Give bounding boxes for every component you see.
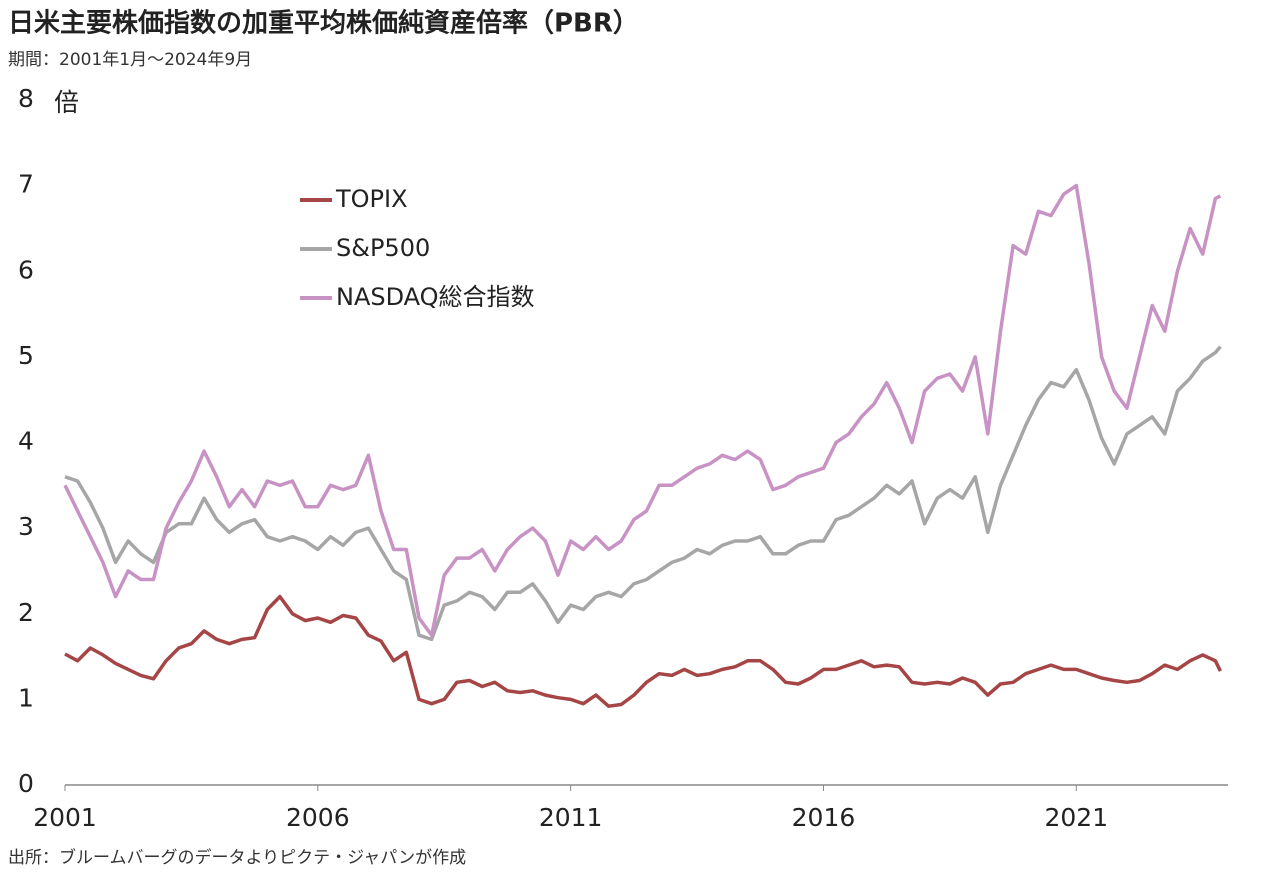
y-tick-label: 2: [18, 598, 34, 627]
y-tick-label: 0: [18, 769, 34, 798]
y-tick-label: 7: [18, 170, 34, 199]
y-tick-label: 8: [18, 84, 34, 113]
legend-label: NASDAQ総合指数: [336, 283, 535, 311]
x-tick-label: 2021: [1044, 803, 1108, 832]
chart-subtitle: 期間：2001年1月～2024年9月: [8, 50, 252, 70]
y-tick-label: 3: [18, 512, 34, 541]
y-tick-label: 1: [18, 683, 34, 712]
line-series: [63, 183, 1222, 637]
chart-title: 日米主要株価指数の加重平均株価純資産倍率（PBR）: [8, 8, 639, 39]
legend-label: TOPIX: [335, 185, 408, 213]
y-tick-label: 6: [18, 255, 34, 284]
y-axis-label: 倍: [54, 88, 79, 117]
x-tick-label: 2011: [539, 803, 603, 832]
legend-label: S&P500: [336, 234, 430, 262]
y-tick-label: 4: [18, 427, 34, 456]
x-tick-label: 2001: [33, 803, 97, 832]
line-series: [64, 594, 1222, 708]
line-series: [64, 345, 1222, 642]
y-tick-label: 5: [18, 341, 34, 370]
source-note: 出所：ブルームバーグのデータよりピクテ・ジャパンが作成: [8, 847, 466, 868]
x-tick-label: 2016: [792, 803, 856, 832]
x-tick-label: 2006: [286, 803, 350, 832]
